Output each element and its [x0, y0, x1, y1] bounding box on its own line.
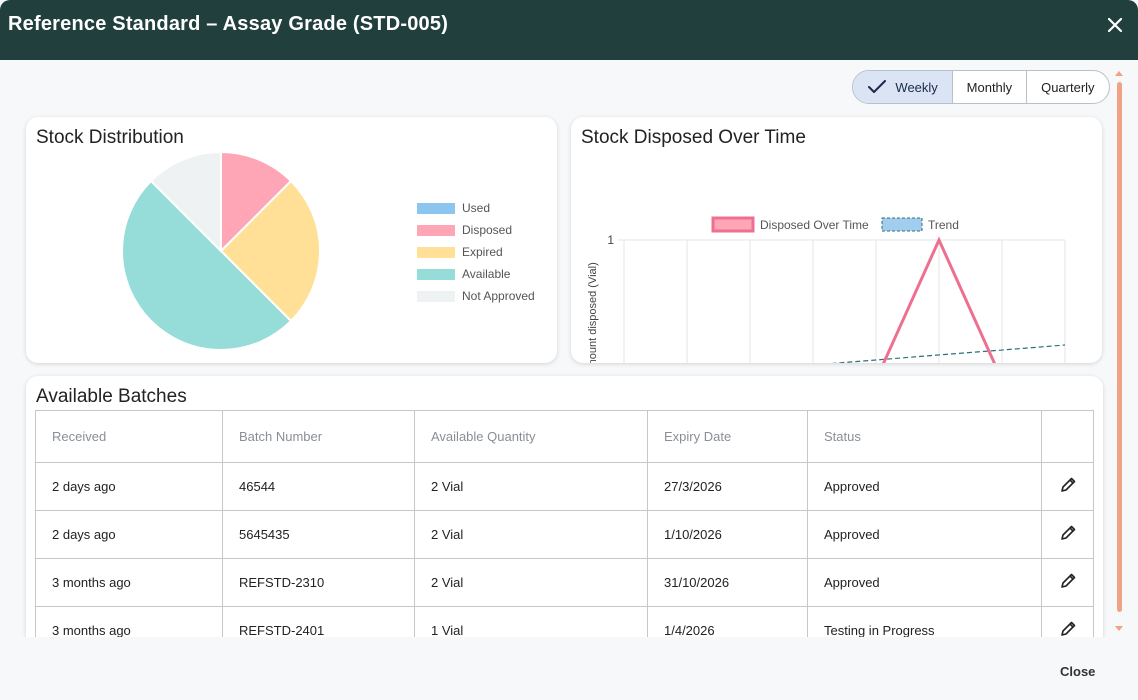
legend-not-approved-swatch — [417, 290, 455, 302]
legend-available: Available — [417, 267, 510, 281]
legend-expired-swatch — [417, 246, 455, 258]
disposed-series-line[interactable] — [624, 236, 1065, 363]
legend-series-swatch — [711, 216, 755, 233]
legend-used: Used — [417, 201, 490, 215]
batches-table: Received Batch Number Available Quantity… — [35, 410, 1094, 637]
legend-not-approved: Not Approved — [417, 289, 535, 303]
available-batches-title: Available Batches — [36, 386, 187, 407]
period-toggle: Weekly Monthly Quarterly — [852, 70, 1110, 104]
cell-received: 3 months ago — [35, 558, 223, 607]
cell-expiry: 31/10/2026 — [647, 558, 808, 607]
scroll-down-icon[interactable] — [1112, 624, 1126, 634]
cell-batch-number: 5645435 — [222, 510, 415, 559]
pie-slice-available[interactable] — [121, 179, 293, 351]
legend-expired-label: Expired — [462, 245, 503, 259]
toggle-quarterly-label: Quarterly — [1041, 79, 1095, 95]
cell-quantity: 2 Vial — [414, 510, 648, 559]
pencil-icon[interactable] — [1059, 572, 1077, 590]
table-row[interactable]: 3 months ago REFSTD-2310 2 Vial 31/10/20… — [35, 558, 1094, 607]
scroll-up-icon[interactable] — [1112, 68, 1126, 78]
cell-status: Approved — [807, 510, 1042, 559]
edit-cell — [1041, 606, 1094, 637]
edit-cell — [1041, 462, 1094, 511]
col-batch-number[interactable]: Batch Number — [222, 410, 415, 463]
dialog-title: Reference Standard – Assay Grade (STD-00… — [8, 13, 449, 35]
cell-expiry: 1/10/2026 — [647, 510, 808, 559]
legend-used-label: Used — [462, 201, 491, 215]
line-chart: Disposed Over Time Trend Amount disposed… — [587, 216, 1066, 363]
legend-disposed: Disposed — [417, 223, 512, 237]
legend-not-approved-label: Not Approved — [462, 289, 535, 303]
cell-batch-number: 46544 — [222, 462, 415, 511]
pencil-icon[interactable] — [1059, 620, 1077, 637]
stock-disposed-title: Stock Disposed Over Time — [581, 127, 806, 148]
legend-expired: Expired — [417, 245, 503, 259]
table-row[interactable]: 2 days ago 46544 2 Vial 27/3/2026 Approv… — [35, 462, 1094, 511]
check-icon — [868, 80, 887, 93]
toggle-weekly[interactable]: Weekly — [853, 71, 953, 103]
stock-distribution-card: Stock Distribution Used Disposed Expired… — [26, 117, 557, 363]
pencil-icon[interactable] — [1059, 476, 1077, 494]
scroll-thumb[interactable] — [1117, 82, 1122, 612]
cell-expiry: 1/4/2026 — [647, 606, 808, 637]
col-actions — [1041, 410, 1094, 463]
table-header-row: Received Batch Number Available Quantity… — [35, 410, 1094, 463]
trend-line — [830, 344, 1066, 363]
stock-distribution-title: Stock Distribution — [36, 127, 184, 148]
toggle-monthly[interactable]: Monthly — [952, 71, 1025, 103]
y-tick-label: 1 — [607, 233, 614, 247]
cell-quantity: 1 Vial — [414, 606, 648, 637]
cell-quantity: 2 Vial — [414, 462, 648, 511]
pie-slice-not-approved[interactable] — [149, 150, 222, 254]
cell-status: Testing in Progress — [807, 606, 1042, 637]
legend-disposed-swatch — [417, 224, 455, 236]
cell-batch-number: REFSTD-2401 — [222, 606, 415, 637]
table-row[interactable]: 3 months ago REFSTD-2401 1 Vial 1/4/2026… — [35, 606, 1094, 637]
toggle-monthly-label: Monthly — [966, 79, 1013, 95]
pie-chart — [121, 150, 321, 351]
col-expiry-date[interactable]: Expiry Date — [647, 410, 808, 463]
scrollbar[interactable] — [1112, 68, 1126, 637]
dialog-header: Reference Standard – Assay Grade (STD-00… — [0, 0, 1138, 60]
legend-disposed-label: Disposed — [462, 223, 513, 237]
cell-received: 2 days ago — [35, 510, 223, 559]
legend-used-swatch — [417, 202, 455, 214]
pencil-icon[interactable] — [1059, 524, 1077, 542]
legend-available-label: Available — [462, 267, 511, 281]
legend-series-label: Disposed Over Time — [760, 218, 869, 232]
edit-cell — [1041, 510, 1094, 559]
legend-trend-label: Trend — [928, 218, 959, 232]
stock-disposed-card: Stock Disposed Over Time Disposed Over T… — [571, 117, 1102, 363]
edit-cell — [1041, 558, 1094, 607]
dialog-footer: Close — [0, 637, 1138, 700]
toggle-quarterly[interactable]: Quarterly — [1025, 71, 1109, 103]
available-batches-card: Available Batches Received Batch Number … — [26, 376, 1103, 637]
col-received[interactable]: Received — [35, 410, 223, 463]
cell-batch-number: REFSTD-2310 — [222, 558, 415, 607]
table-row[interactable]: 2 days ago 5645435 2 Vial 1/10/2026 Appr… — [35, 510, 1094, 559]
cell-status: Approved — [807, 558, 1042, 607]
cell-expiry: 27/3/2026 — [647, 462, 808, 511]
col-status[interactable]: Status — [807, 410, 1042, 463]
close-button[interactable]: Close — [1060, 664, 1096, 679]
cell-received: 3 months ago — [35, 606, 223, 637]
toggle-weekly-label: Weekly — [895, 79, 938, 95]
cell-quantity: 2 Vial — [414, 558, 648, 607]
close-icon[interactable] — [1103, 13, 1127, 37]
pie-slice-disposed[interactable] — [220, 150, 293, 254]
pie-slice-expired[interactable] — [219, 179, 321, 323]
cell-status: Approved — [807, 462, 1042, 511]
col-available-quantity[interactable]: Available Quantity — [414, 410, 648, 463]
legend-available-swatch — [417, 268, 455, 280]
y-axis-label: Amount disposed (Vial) — [587, 262, 599, 363]
dialog-content: Weekly Monthly Quarterly Stock Distribut… — [0, 60, 1138, 637]
legend-trend-swatch — [881, 217, 923, 232]
cell-received: 2 days ago — [35, 462, 223, 511]
